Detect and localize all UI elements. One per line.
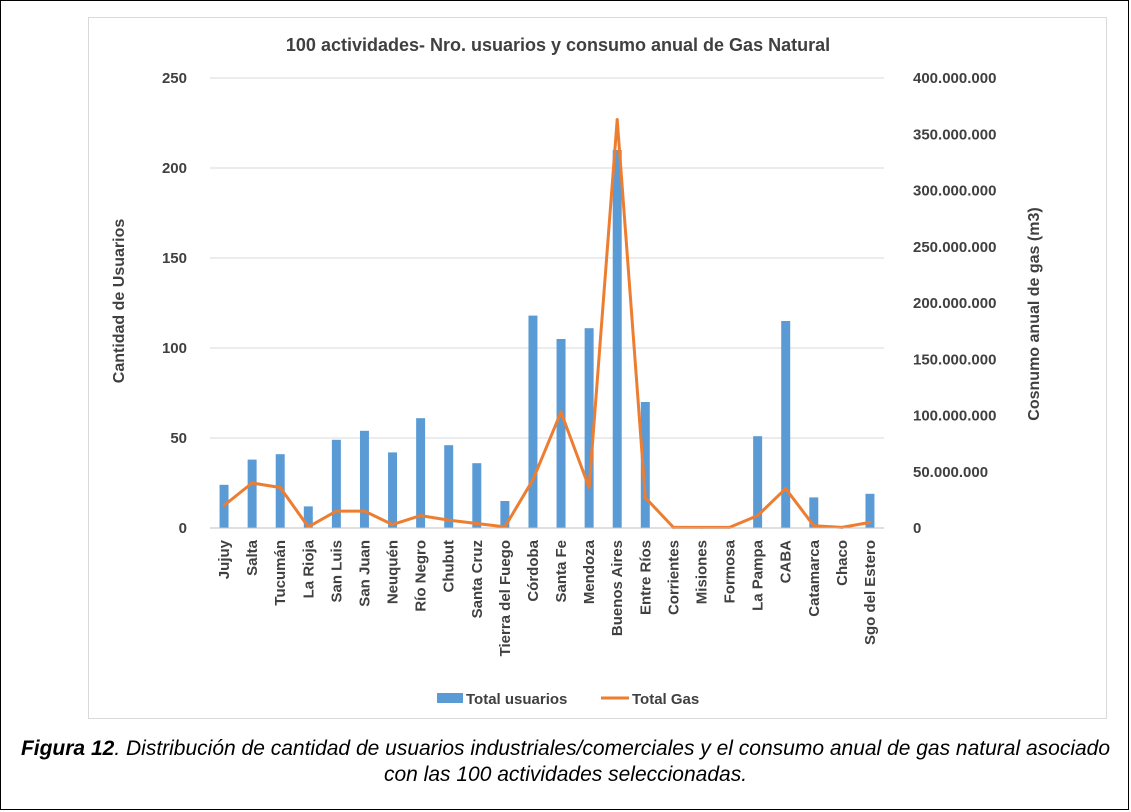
y2-tick-label: 50.000.000: [913, 464, 988, 481]
caption-label: Figura 12: [20, 737, 115, 760]
gas-point: [391, 523, 395, 527]
bar-san-luis: [331, 439, 341, 528]
x-tick-label: Sgo del Estero: [862, 540, 879, 645]
gas-point: [250, 481, 254, 485]
x-tick-label: Corrientes: [665, 540, 682, 615]
gas-point: [643, 496, 647, 500]
x-tick-label: Chaco: [834, 540, 851, 586]
x-tick-label: Tucumán: [272, 540, 289, 606]
bar-tierra-del-fuego: [500, 501, 510, 528]
bar-la-pampa: [753, 436, 763, 528]
x-tick-label: San Luis: [328, 540, 345, 603]
gas-point: [615, 118, 619, 122]
x-tick-label: San Juan: [357, 540, 374, 607]
caption-text: . Distribución de cantidad de usuarios i…: [114, 737, 1111, 786]
y2-tick-label: 300.000.000: [913, 183, 996, 200]
x-tick-label: Chubut: [441, 540, 458, 592]
bar-chubut: [444, 445, 454, 528]
bar-sgo-del-estero: [865, 493, 875, 528]
gas-point: [868, 520, 872, 524]
chart-title: 100 actividades- Nro. usuarios y consumo…: [286, 35, 830, 55]
gridlines: [210, 77, 884, 439]
bar-santa-fe: [556, 339, 566, 528]
y2-tick-label: 100.000.000: [913, 408, 996, 425]
y-tick-label: 0: [179, 520, 187, 537]
y2-tick-label: 250.000.000: [913, 239, 996, 256]
axes: 0 50 100 150 200 250 0 50.000.000 100.000.000 150…: [162, 70, 996, 656]
y-tick-label: 100: [162, 340, 187, 357]
x-tick-label: Jujuy: [216, 539, 233, 579]
gas-series-line: [223, 118, 871, 529]
bar-salta: [247, 459, 257, 528]
legend-label-gas: Total Gas: [632, 691, 699, 708]
bar-catamarca: [809, 497, 819, 528]
legend-label-usuarios: Total usuarios: [466, 691, 567, 708]
x-tick-label: Santa Cruz: [469, 540, 486, 618]
x-tick-label: Córdoba: [525, 539, 542, 601]
y2-axis-label: Cosnumo anual de gas (m3): [1026, 207, 1043, 420]
legend-swatch-usuarios: [437, 693, 463, 703]
bar-la-rioja: [303, 506, 313, 528]
gas-point: [447, 518, 451, 522]
gas-point: [475, 522, 479, 525]
gas-point: [334, 509, 338, 513]
bar-entre-ríos: [640, 402, 650, 528]
bar-caba: [781, 321, 791, 528]
y-tick-label: 200: [162, 160, 187, 177]
y-tick-label: 250: [162, 70, 187, 87]
gas-point: [812, 524, 816, 528]
y-tick-label: 50: [170, 430, 187, 447]
x-tick-label: Tierra del Fuego: [497, 540, 514, 656]
gas-point: [419, 514, 423, 518]
gas-point: [587, 486, 591, 489]
gas-point: [756, 514, 760, 518]
bar-mendoza: [584, 328, 594, 528]
figure-caption: Figura 12. Distribución de cantidad de u…: [20, 736, 1111, 788]
x-tick-label: Catamarca: [806, 539, 823, 616]
chart-svg: 100 actividades- Nro. usuarios y consumo…: [111, 35, 1043, 708]
y2-tick-label: 350.000.000: [913, 126, 996, 143]
bars: [219, 150, 875, 528]
y2-tick-label: 150.000.000: [913, 351, 996, 368]
x-tick-label: Mendoza: [581, 539, 598, 604]
x-tick-label: La Pampa: [750, 539, 767, 611]
gas-point: [784, 487, 788, 491]
bar-santa-cruz: [472, 463, 482, 528]
gas-line: [222, 118, 872, 529]
y2-tick-label: 0: [913, 520, 921, 537]
y-tick-label: 150: [162, 250, 187, 267]
chart-area: 100 actividades- Nro. usuarios y consumo…: [88, 17, 1107, 719]
x-tick-label: Santa Fe: [553, 540, 570, 603]
gas-point: [278, 486, 282, 489]
x-tick-label: Río Negro: [413, 540, 430, 612]
bar-córdoba: [528, 315, 538, 528]
x-tick-label: Misiones: [694, 540, 711, 604]
bar-buenos-aires: [612, 150, 622, 528]
y-axis-label: Cantidad de Usuarios: [111, 219, 128, 384]
x-tick-label: Neuquén: [385, 540, 402, 604]
x-tick-label: Salta: [244, 539, 261, 576]
bar-tucumán: [275, 454, 285, 528]
y2-tick-label: 400.000.000: [913, 70, 996, 87]
bar-río-negro: [416, 418, 426, 528]
legend: Total usuarios Total Gas: [437, 691, 699, 708]
y2-tick-label: 200.000.000: [913, 295, 996, 312]
gas-point: [531, 478, 535, 482]
x-tick-label: Formosa: [722, 539, 739, 603]
bar-san-juan: [359, 430, 369, 528]
gas-point: [559, 410, 563, 414]
x-tick-label: Entre Ríos: [637, 540, 654, 615]
x-tick-label: Buenos Aires: [609, 540, 626, 636]
x-tick-label: CABA: [778, 540, 795, 583]
bar-neuquén: [388, 452, 398, 528]
gas-point: [222, 504, 226, 507]
x-tick-label: La Rioja: [300, 539, 317, 598]
gas-point: [362, 509, 366, 513]
